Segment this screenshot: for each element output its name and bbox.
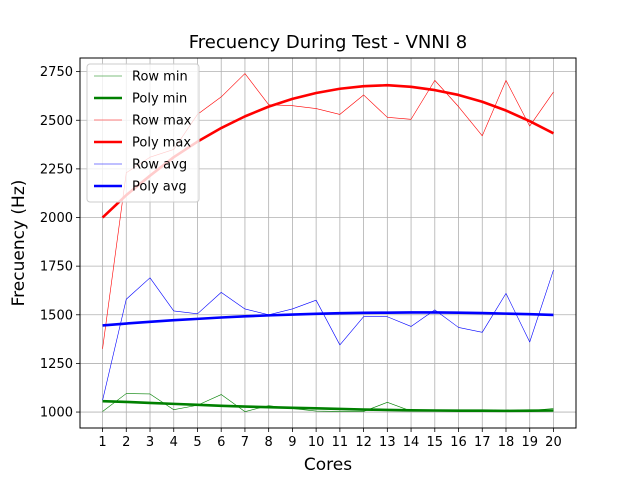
legend-label-poly-avg: Poly avg (132, 180, 187, 195)
y-tick-label: 1250 (40, 357, 73, 372)
x-tick-label: 20 (545, 435, 562, 450)
x-tick-label: 18 (498, 435, 515, 450)
x-tick-label: 19 (521, 435, 538, 450)
y-tick-label: 2500 (40, 114, 73, 129)
x-tick-label: 6 (217, 435, 225, 450)
x-tick-label: 2 (122, 435, 130, 450)
legend-label-row-min: Row min (132, 70, 188, 85)
x-axis: 1 2 3 4 5 6 7 8 9 10 11 12 13 14 15 16 17 18 19 20 (98, 428, 562, 450)
x-tick-label: 11 (332, 435, 349, 450)
x-tick-label: 13 (379, 435, 396, 450)
x-tick-label: 12 (355, 435, 372, 450)
y-tick-label: 1000 (40, 406, 73, 421)
series-line-poly-min (102, 399, 554, 413)
x-tick-label: 1 (98, 435, 106, 450)
y-tick-label: 2000 (40, 211, 73, 226)
legend-label-row-avg: Row avg (132, 158, 187, 173)
y-axis-label: Frecuency (Hz) (9, 180, 29, 307)
series-line-row-avg (102, 269, 554, 401)
x-tick-label: 10 (308, 435, 325, 450)
x-tick-label: 5 (193, 435, 201, 450)
x-tick-label: 15 (427, 435, 444, 450)
legend-label-row-max: Row max (132, 114, 192, 129)
chart-title: Frecuency During Test - VNNI 8 (189, 32, 468, 53)
y-axis: 1000 1250 1500 1750 2000 2250 2500 2750 (40, 65, 80, 421)
series-line-poly-avg (102, 311, 554, 327)
y-tick-label: 1500 (40, 308, 73, 323)
y-tick-label: 1750 (40, 260, 73, 275)
legend-label-poly-max: Poly max (132, 136, 191, 151)
x-tick-label: 17 (474, 435, 491, 450)
x-tick-label: 8 (265, 435, 273, 450)
x-tick-label: 16 (450, 435, 467, 450)
x-axis-label: Cores (304, 455, 352, 475)
legend: Row min Poly min Row max Poly max Row avg Pol… (86, 63, 200, 203)
legend-label-poly-min: Poly min (132, 92, 187, 107)
x-tick-label: 4 (170, 435, 178, 450)
y-tick-label: 2750 (40, 65, 73, 80)
x-tick-label: 7 (241, 435, 249, 450)
plot-frame (79, 57, 577, 429)
x-tick-label: 14 (403, 435, 420, 450)
x-tick-label: 3 (146, 435, 154, 450)
y-tick-label: 2250 (40, 162, 73, 177)
x-tick-label: 9 (288, 435, 296, 450)
